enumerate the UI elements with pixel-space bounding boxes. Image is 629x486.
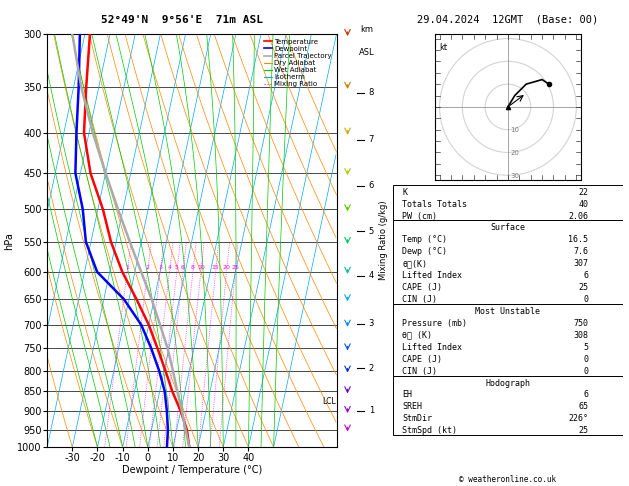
Text: 5: 5 — [175, 265, 179, 270]
Text: 2: 2 — [145, 265, 150, 270]
Text: CAPE (J): CAPE (J) — [403, 355, 442, 364]
Text: 52°49'N  9°56'E  71m ASL: 52°49'N 9°56'E 71m ASL — [101, 15, 264, 25]
Text: 6: 6 — [583, 271, 588, 280]
Text: LCL: LCL — [322, 397, 336, 406]
Text: CIN (J): CIN (J) — [403, 295, 437, 304]
Text: 15: 15 — [212, 265, 220, 270]
X-axis label: Dewpoint / Temperature (°C): Dewpoint / Temperature (°C) — [122, 466, 262, 475]
Text: 226°: 226° — [568, 414, 588, 423]
Text: © weatheronline.co.uk: © weatheronline.co.uk — [459, 474, 557, 484]
Bar — [393, 304, 623, 376]
Text: EH: EH — [403, 390, 412, 399]
Bar — [393, 185, 623, 221]
Text: 20: 20 — [510, 150, 519, 156]
Text: 7: 7 — [369, 135, 374, 144]
Text: km: km — [360, 25, 373, 34]
Text: CAPE (J): CAPE (J) — [403, 283, 442, 292]
Text: 25: 25 — [231, 265, 239, 270]
Text: StmDir: StmDir — [403, 414, 432, 423]
Text: 10: 10 — [197, 265, 204, 270]
Text: PW (cm): PW (cm) — [403, 211, 437, 221]
Text: Most Unstable: Most Unstable — [476, 307, 540, 316]
Bar — [393, 376, 623, 435]
Text: Hodograph: Hodograph — [486, 379, 530, 387]
Text: 20: 20 — [223, 265, 230, 270]
Text: Mixing Ratio (g/kg): Mixing Ratio (g/kg) — [379, 201, 388, 280]
Text: 750: 750 — [573, 319, 588, 328]
Text: 3: 3 — [158, 265, 162, 270]
Text: 3: 3 — [369, 319, 374, 328]
Text: 2: 2 — [369, 364, 374, 373]
Text: Dewp (°C): Dewp (°C) — [403, 247, 447, 256]
Text: 5: 5 — [369, 227, 374, 236]
Text: 2.06: 2.06 — [568, 211, 588, 221]
Text: 5: 5 — [583, 343, 588, 352]
Text: 6: 6 — [583, 390, 588, 399]
Text: 65: 65 — [578, 402, 588, 411]
Text: θᴄ(K): θᴄ(K) — [403, 259, 427, 268]
Text: Lifted Index: Lifted Index — [403, 343, 462, 352]
Text: Lifted Index: Lifted Index — [403, 271, 462, 280]
Y-axis label: hPa: hPa — [4, 232, 14, 249]
Text: 4: 4 — [167, 265, 172, 270]
Text: K: K — [403, 188, 408, 197]
Text: 10: 10 — [510, 127, 519, 134]
Text: 40: 40 — [578, 200, 588, 208]
Text: 307: 307 — [573, 259, 588, 268]
Text: 16.5: 16.5 — [568, 235, 588, 244]
Text: 1: 1 — [369, 406, 374, 415]
Text: kt: kt — [440, 43, 448, 52]
Text: θᴄ (K): θᴄ (K) — [403, 331, 432, 340]
Text: StmSpd (kt): StmSpd (kt) — [403, 426, 457, 435]
Text: 29.04.2024  12GMT  (Base: 00): 29.04.2024 12GMT (Base: 00) — [417, 15, 599, 25]
Text: SREH: SREH — [403, 402, 422, 411]
Text: Surface: Surface — [491, 224, 525, 232]
Text: 4: 4 — [369, 271, 374, 280]
Text: 25: 25 — [578, 283, 588, 292]
Text: 25: 25 — [578, 426, 588, 435]
Legend: Temperature, Dewpoint, Parcel Trajectory, Dry Adiabat, Wet Adiabat, Isotherm, Mi: Temperature, Dewpoint, Parcel Trajectory… — [262, 37, 333, 88]
Text: 0: 0 — [583, 295, 588, 304]
Text: 30: 30 — [510, 173, 519, 179]
Text: 7.6: 7.6 — [573, 247, 588, 256]
Text: Totals Totals: Totals Totals — [403, 200, 467, 208]
Text: 8: 8 — [369, 88, 374, 97]
Text: 22: 22 — [578, 188, 588, 197]
Text: 6: 6 — [369, 181, 374, 191]
Text: 0: 0 — [583, 355, 588, 364]
Text: ASL: ASL — [359, 49, 374, 57]
Text: 308: 308 — [573, 331, 588, 340]
Text: 6: 6 — [181, 265, 185, 270]
Bar — [393, 221, 623, 304]
Text: Temp (°C): Temp (°C) — [403, 235, 447, 244]
Text: Pressure (mb): Pressure (mb) — [403, 319, 467, 328]
Text: 1: 1 — [125, 265, 129, 270]
Text: CIN (J): CIN (J) — [403, 366, 437, 376]
Text: 8: 8 — [191, 265, 195, 270]
Text: 0: 0 — [583, 366, 588, 376]
